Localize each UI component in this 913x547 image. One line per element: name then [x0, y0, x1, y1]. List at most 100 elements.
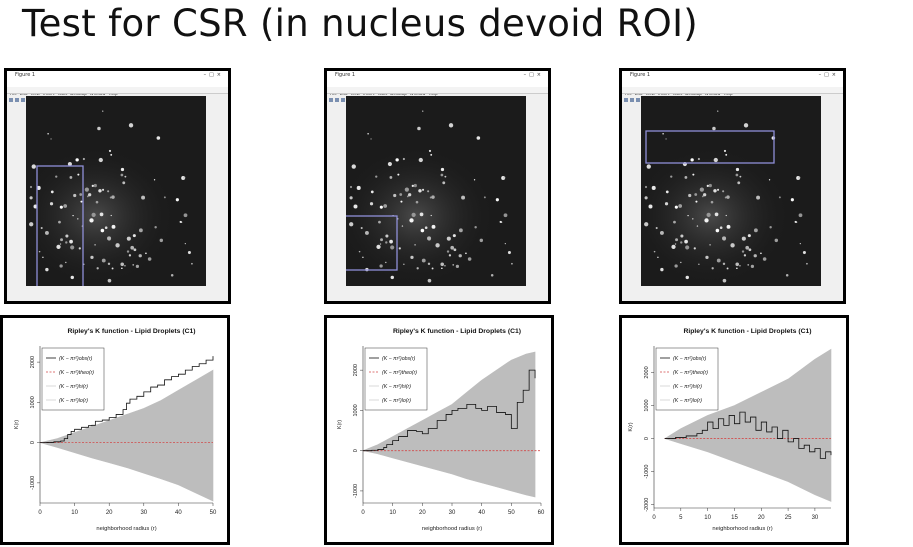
x-tick-label: 20: [106, 510, 113, 516]
droplet: [417, 126, 421, 131]
envelope-band: [39, 369, 214, 502]
droplet: [698, 263, 700, 265]
droplet: [389, 176, 393, 179]
droplet: [42, 256, 44, 259]
chart-svg: Ripley's K function - Lipid Droplets (C1…: [628, 328, 832, 532]
legend-label: (K − πr²)lo(r): [673, 398, 702, 404]
droplet: [710, 200, 714, 204]
microscopy-svg: [26, 110, 193, 286]
x-tick-label: 5: [679, 515, 683, 521]
droplet: [40, 227, 43, 230]
slide-title: Test for CSR (in nucleus devoid ROI): [22, 2, 699, 45]
droplet: [717, 110, 719, 112]
droplet: [769, 226, 772, 229]
droplet: [128, 254, 132, 257]
droplet: [69, 176, 73, 179]
droplet: [91, 184, 94, 188]
droplet: [476, 136, 481, 140]
toolbar-icon[interactable]: [9, 98, 13, 102]
droplet: [383, 204, 388, 208]
droplet: [507, 251, 511, 255]
droplet: [753, 228, 758, 233]
droplet: [44, 230, 49, 235]
droplet: [659, 230, 664, 235]
droplet: [774, 238, 779, 243]
droplet: [376, 244, 381, 250]
toolbar-icon[interactable]: [630, 98, 634, 102]
legend-label: (K − πr²)hi(r): [59, 384, 88, 390]
toolbar-icon[interactable]: [15, 98, 19, 102]
y-tick-label: 1000: [644, 399, 650, 411]
roi-rectangle: [346, 215, 398, 271]
droplet: [427, 262, 431, 266]
droplet: [424, 226, 428, 229]
droplet: [59, 264, 63, 268]
droplet: [141, 195, 146, 200]
droplet: [107, 190, 110, 193]
droplet: [110, 214, 112, 217]
droplet: [73, 193, 77, 198]
toolbar-icon[interactable]: [341, 98, 345, 102]
droplet: [385, 261, 387, 264]
toolbar-icon[interactable]: [329, 98, 333, 102]
droplet: [428, 149, 432, 153]
droplet: [75, 158, 79, 162]
x-axis-label: neighborhood radius (r): [96, 526, 156, 532]
droplet: [739, 264, 741, 267]
toolbar-icon[interactable]: [624, 98, 628, 102]
droplet: [435, 243, 440, 248]
window-controls: –□×: [818, 72, 839, 78]
droplet: [660, 267, 664, 272]
droplet: [102, 110, 104, 112]
droplet: [78, 247, 81, 250]
droplet: [664, 202, 669, 206]
droplet: [648, 204, 653, 209]
droplet: [399, 193, 403, 196]
droplet: [690, 158, 694, 162]
droplet: [673, 220, 676, 224]
droplet: [104, 226, 108, 229]
droplet: [67, 161, 72, 167]
droplet: [124, 264, 126, 267]
droplet: [184, 242, 186, 245]
droplet: [96, 267, 99, 270]
droplet: [91, 212, 96, 218]
droplet: [692, 173, 695, 176]
droplet: [133, 248, 137, 252]
droplet: [427, 190, 430, 193]
observed-line: [40, 356, 214, 444]
droplet: [387, 161, 392, 167]
droplet: [70, 245, 75, 250]
droplet: [748, 248, 752, 252]
droplet: [452, 264, 455, 266]
toolbar-icon[interactable]: [335, 98, 339, 102]
legend-label: (K − πr²)lo(r): [382, 398, 411, 404]
droplet: [124, 175, 127, 178]
y-tick-label: -2000: [644, 498, 650, 512]
droplet: [72, 214, 74, 217]
droplet: [107, 262, 111, 266]
droplet: [369, 202, 374, 206]
droplet: [747, 234, 751, 238]
droplet: [429, 196, 432, 199]
droplet: [349, 196, 353, 200]
x-tick-label: 10: [704, 515, 711, 521]
microscopy-image: [346, 96, 526, 286]
droplet: [716, 258, 721, 263]
droplet: [47, 132, 49, 135]
droplet: [415, 200, 419, 204]
y-tick-label: 1000: [30, 396, 36, 408]
droplet: [713, 157, 718, 163]
droplet: [58, 220, 61, 224]
droplet: [138, 228, 143, 233]
droplet: [107, 236, 112, 241]
droplet: [409, 218, 414, 223]
droplet: [120, 167, 125, 172]
window-menubar: FileEditViewInsertToolsDesktopWindowHelp: [7, 80, 228, 96]
droplet: [63, 204, 68, 208]
droplet: [688, 193, 692, 198]
toolbar-icon[interactable]: [636, 98, 640, 102]
toolbar-icon[interactable]: [21, 98, 25, 102]
droplet: [722, 190, 725, 193]
droplet: [163, 196, 166, 199]
